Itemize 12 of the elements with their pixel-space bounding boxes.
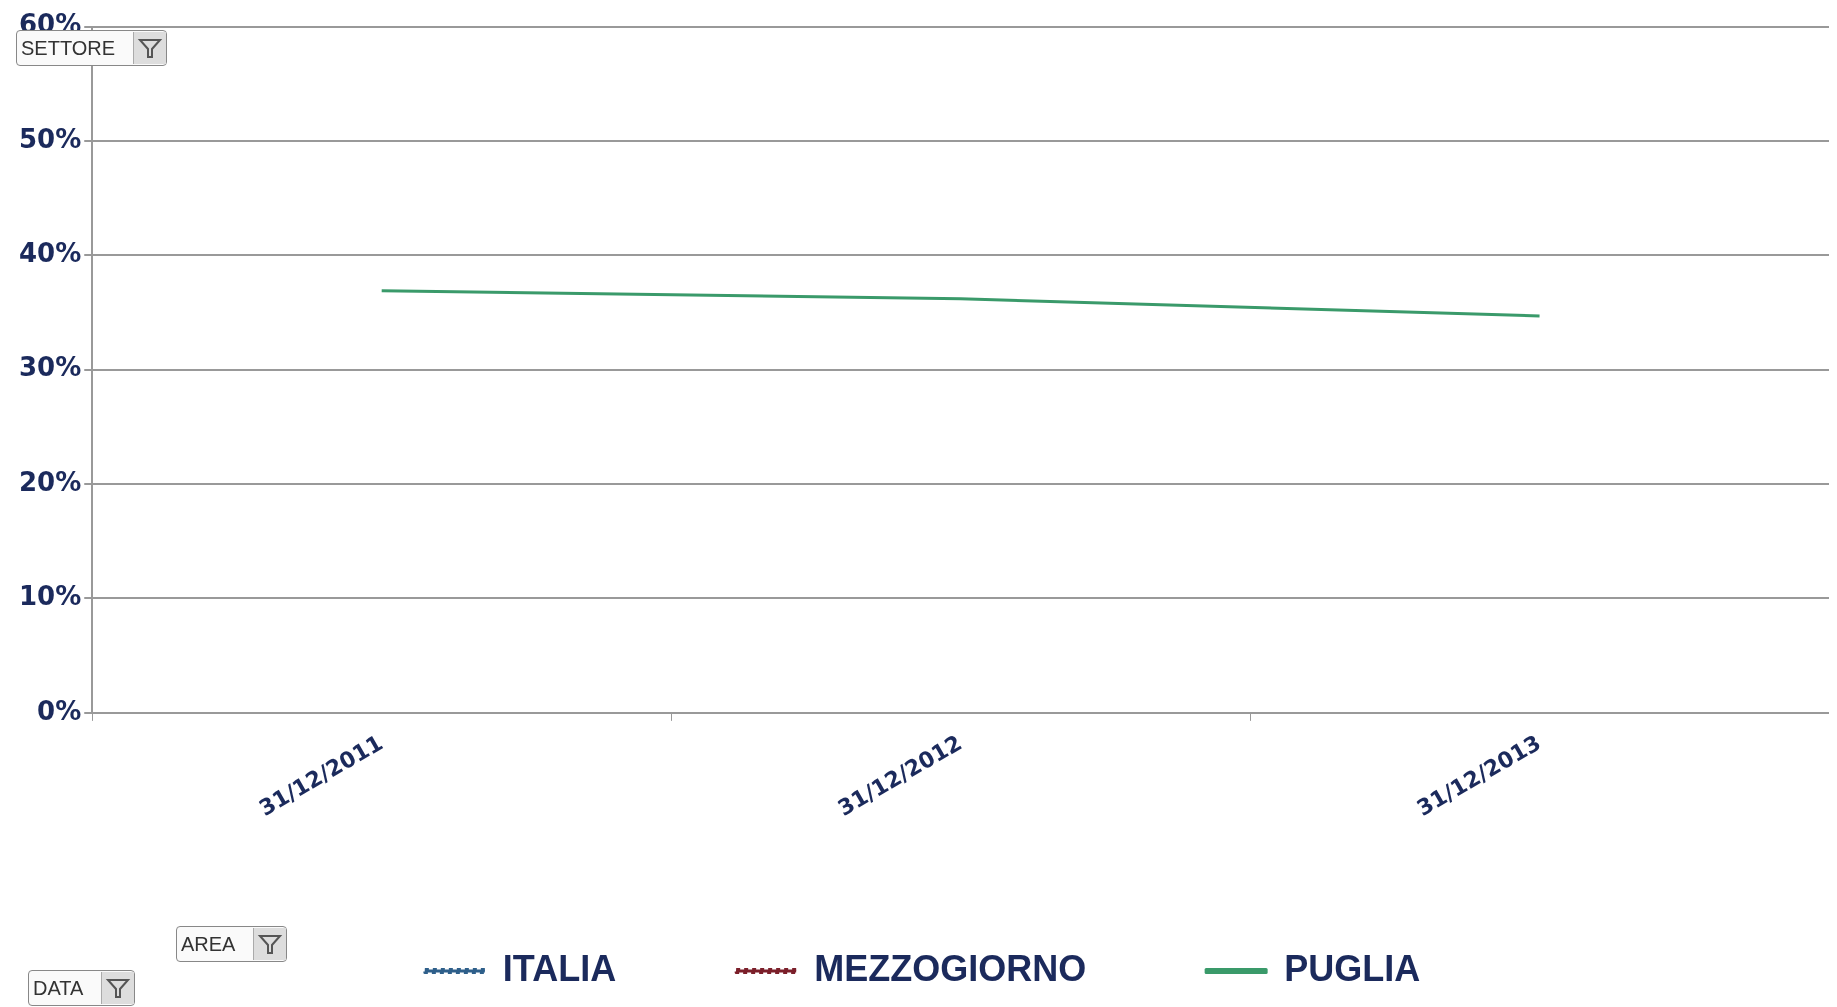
y-tick-label: 30% xyxy=(19,352,82,383)
legend-label: PUGLIA xyxy=(1284,947,1421,989)
y-tick-label: 0% xyxy=(37,695,82,726)
annotation: SETTORE xyxy=(20,36,117,60)
y-tick-label: 20% xyxy=(19,466,82,497)
text: AREA xyxy=(180,932,237,956)
legend-label: MEZZOGIORNO xyxy=(814,947,1087,989)
text: DATA xyxy=(32,976,85,1000)
legend-label: ITALIA xyxy=(502,947,617,989)
y-tick-label: 50% xyxy=(19,123,82,154)
y-tick-label: 10% xyxy=(19,581,82,612)
y-tick-label: 40% xyxy=(19,238,82,269)
